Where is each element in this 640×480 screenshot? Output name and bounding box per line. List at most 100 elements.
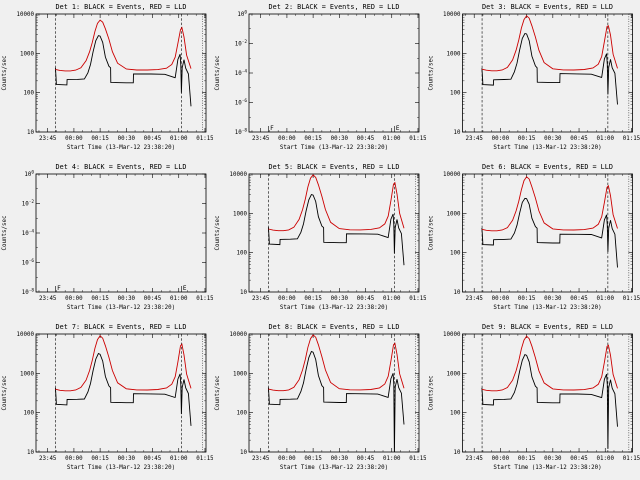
x-axis-label: Start Time (13-Mar-12 23:38:20) [280,145,388,151]
events-curve [54,35,192,107]
y-axis-label: Counts/sec [2,56,8,91]
y-tick-label: 100 [450,411,461,417]
events-curve [54,352,192,426]
x-tick-label: 00:00 [65,296,83,302]
lld-curve [55,19,192,72]
panel-title: Det 7: BLACK = Events, RED = LLD [56,323,187,331]
x-tick-label: 01:00 [383,456,401,462]
x-tick-label: 00:15 [518,136,536,142]
x-tick-label: 00:30 [544,136,562,142]
x-tick-label: 00:00 [492,456,510,462]
axes-box [462,13,633,133]
x-tick-label: 00:30 [331,136,349,142]
flag-e: E [183,285,187,292]
x-tick-label: 00:15 [304,136,322,142]
x-tick-label: 00:15 [304,296,322,302]
x-tick-label: 01:15 [409,296,426,302]
x-tick-label: 23:45 [465,136,483,142]
panel-title: Det 9: BLACK = Events, RED = LLD [482,323,613,331]
y-tick-label: 100 [237,251,248,257]
panel-det8: Det 8: BLACK = Events, RED = LLD10000100… [215,323,426,471]
x-tick-label: 00:30 [544,456,562,462]
x-axis-label: Start Time (13-Mar-12 23:38:20) [493,465,601,471]
axes-box [35,13,207,133]
x-tick-label: 00:00 [278,296,296,302]
y-axis-label: Counts/sec [215,376,221,411]
y-tick-label: 10-4 [22,229,35,237]
panel-det5: Det 5: BLACK = Events, RED = LLD 10000 100… [215,163,426,311]
panel-det3: Det 3: BLACK = Events, RED = LLD10000100… [429,3,640,151]
x-axis-label: Start Time (13-Mar-12 23:38:20) [493,145,601,151]
x-axis-label: Start Time (13-Mar-12 23:38:20) [280,305,388,311]
panel-det1: Det 1: BLACK = Events, RED = LLD10000100… [2,3,213,151]
x-tick-label: 01:00 [597,456,615,462]
x-tick-label: 01:00 [383,136,401,142]
lld-curve [481,176,618,232]
panel-title: Det 3: BLACK = Events, RED = LLD [482,3,613,11]
x-tick-label: 00:30 [544,296,562,302]
axes-box [248,333,420,453]
x-tick-label: 01:15 [409,456,426,462]
x-tick-label: 01:15 [623,136,640,142]
y-tick-label: 100 [24,170,34,178]
y-tick-label: 10 [454,130,461,136]
flag-f: F [57,285,61,292]
y-tick-label: 10000 [17,12,35,18]
axes-box [248,13,420,133]
x-tick-label: 00:30 [118,136,136,142]
x-tick-label: 00:45 [357,296,375,302]
x-tick-label: 00:45 [144,296,162,302]
x-tick-label: 00:00 [278,136,296,142]
lld-curve [55,335,192,392]
axes-box [462,333,633,453]
x-tick-label: 01:15 [409,136,426,142]
events-curve [481,354,618,449]
y-tick-label: 100 [24,91,35,97]
y-tick-label: 10 [454,290,461,296]
axes-box [35,333,207,453]
y-tick-label: 100 [237,10,247,18]
panel-title: Det 6: BLACK = Events, RED = LLD [482,163,613,171]
y-tick-label: 10000 [230,332,248,338]
x-tick-label: 00:00 [492,136,510,142]
panel-title: Det 5: BLACK = Events, RED = LLD [269,163,400,171]
x-tick-label: 23:45 [252,456,270,462]
lld-curve [268,174,405,232]
panel-det2: Det 2: BLACK = Events, RED = LLD 100 10-2 1… [215,3,426,151]
x-tick-label: 00:30 [118,456,136,462]
x-tick-label: 00:30 [118,296,136,302]
axes-box [35,173,207,293]
x-tick-label: 00:45 [357,456,375,462]
y-tick-label: 1000 [233,211,247,217]
y-tick-label: 10000 [443,172,461,178]
y-tick-label: 10-2 [22,199,35,207]
x-tick-label: 01:00 [170,456,188,462]
flag-e: E [396,125,400,132]
x-tick-label: 00:15 [304,456,322,462]
x-tick-label: 23:45 [39,136,57,142]
y-tick-label: 10-8 [235,128,248,136]
y-tick-label: 10-6 [235,98,248,106]
y-axis-label: Counts/sec [2,216,8,251]
y-tick-label: 10 [27,130,34,136]
x-axis-label: Start Time (13-Mar-12 23:38:20) [67,305,175,311]
x-tick-label: 01:00 [170,296,188,302]
x-tick-label: 00:45 [144,456,162,462]
y-tick-label: 1000 [447,51,461,57]
x-tick-label: 01:15 [196,136,213,142]
x-tick-label: 00:45 [570,136,588,142]
y-tick-label: 10 [240,450,247,456]
y-tick-label: 10000 [230,172,248,178]
x-tick-label: 00:00 [278,456,296,462]
x-tick-label: 01:00 [597,296,615,302]
x-tick-label: 01:00 [383,296,401,302]
x-tick-label: 01:00 [597,136,615,142]
x-axis-label: Start Time (13-Mar-12 23:38:20) [493,305,601,311]
y-tick-label: 1000 [447,371,461,377]
x-tick-label: 00:00 [65,136,83,142]
x-tick-label: 01:15 [623,296,640,302]
y-tick-label: 1000 [20,371,34,377]
x-axis-label: Start Time (13-Mar-12 23:38:20) [67,465,175,471]
y-tick-label: 100 [24,411,35,417]
y-tick-label: 10000 [443,332,461,338]
